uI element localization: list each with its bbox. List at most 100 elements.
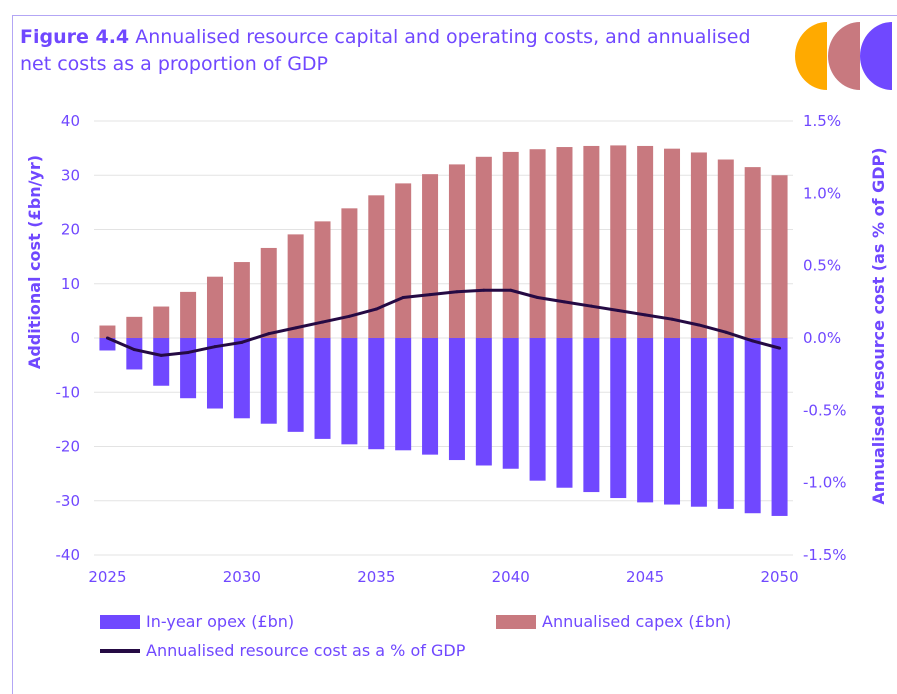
opex-bar-2035 <box>368 338 385 450</box>
gdp-share-point-2048 <box>724 330 728 334</box>
capex-bar-2028 <box>180 291 197 338</box>
capex-bar-2041 <box>529 149 546 338</box>
x-tick-label: 2050 <box>760 568 798 586</box>
capex-bar-2031 <box>260 247 277 338</box>
y2-tick-label: 1.5% <box>803 112 841 130</box>
gdp-share-point-2036 <box>401 295 405 299</box>
x-tick-label: 2025 <box>88 568 126 586</box>
legend-line: Annualised resource cost as a % of GDP <box>100 641 465 660</box>
legend-capex: Annualised capex (£bn) <box>496 612 731 631</box>
capex-bar-2046 <box>664 148 681 338</box>
y2-axis-label: Annualised resource cost (as % of GDP) <box>869 147 888 504</box>
x-tick-label: 2030 <box>223 568 261 586</box>
gdp-share-point-2049 <box>751 339 755 343</box>
opex-bar-2040 <box>502 338 519 469</box>
capex-bar-2037 <box>422 174 439 338</box>
figure-frame <box>12 15 897 694</box>
legend-swatch-opex <box>100 614 140 629</box>
opex-bar-2030 <box>233 338 250 419</box>
capex-bar-2034 <box>341 208 358 338</box>
y-tick-label: 30 <box>61 166 80 184</box>
figure-title-text: Annualised resource capital and operatin… <box>20 26 751 75</box>
gdp-share-point-2050 <box>778 346 782 350</box>
capex-bar-2048 <box>717 159 734 338</box>
legend-swatch-capex <box>496 614 536 629</box>
gdp-share-point-2042 <box>562 300 566 304</box>
gdp-share-point-2033 <box>321 320 325 324</box>
y2-tick-label: -1.0% <box>803 474 847 492</box>
capex-bar-2044 <box>610 145 627 338</box>
capex-bar-2049 <box>744 167 761 338</box>
gdp-share-point-2039 <box>482 288 486 292</box>
gdp-share-point-2047 <box>697 323 701 327</box>
gdp-share-point-2040 <box>509 288 513 292</box>
capex-bar-2042 <box>556 147 573 338</box>
opex-bar-2038 <box>448 338 465 461</box>
logo-half-circle-orange <box>795 22 827 90</box>
opex-bar-2050 <box>771 338 788 516</box>
y2-tick-label: 0.5% <box>803 257 841 275</box>
legend-swatch-line <box>100 648 140 653</box>
logo-half-circle-pink <box>828 22 860 90</box>
y-tick-label: -40 <box>56 546 81 564</box>
gdp-share-point-2044 <box>616 309 620 313</box>
gdp-share-point-2030 <box>240 340 244 344</box>
capex-bar-2033 <box>314 221 331 338</box>
opex-bar-2026 <box>126 338 143 370</box>
opex-bar-2039 <box>475 338 492 466</box>
legend-label-capex: Annualised capex (£bn) <box>542 612 732 631</box>
capex-bar-2036 <box>395 183 412 338</box>
capex-bar-2050 <box>771 175 788 338</box>
opex-bar-2032 <box>287 338 304 432</box>
gdp-share-point-2037 <box>428 293 432 297</box>
gdp-share-point-2026 <box>132 348 136 352</box>
gdp-share-point-2034 <box>347 314 351 318</box>
gdp-share-point-2043 <box>589 304 593 308</box>
y2-tick-label: -0.5% <box>803 401 847 419</box>
gdp-share-point-2029 <box>213 345 217 349</box>
capex-bar-2029 <box>206 276 223 338</box>
capex-bar-2030 <box>233 262 250 338</box>
y2-tick-label: -1.5% <box>803 546 847 564</box>
opex-bar-2034 <box>341 338 358 445</box>
gdp-share-point-2027 <box>159 353 163 357</box>
gdp-share-point-2032 <box>294 326 298 330</box>
capex-bar-2026 <box>126 316 143 338</box>
opex-bar-2043 <box>583 338 600 493</box>
opex-bar-2048 <box>717 338 734 509</box>
capex-bar-2040 <box>502 151 519 338</box>
figure-label: Figure 4.4 <box>20 26 130 48</box>
gdp-share-point-2045 <box>643 313 647 317</box>
y-tick-label: -20 <box>56 438 81 456</box>
opex-bar-2027 <box>153 338 170 386</box>
opex-bar-2041 <box>529 338 546 481</box>
opex-bar-2045 <box>637 338 654 503</box>
capex-bar-2027 <box>153 306 170 338</box>
opex-bar-2036 <box>395 338 412 451</box>
y2-tick-label: 1.0% <box>803 184 841 202</box>
gdp-share-point-2031 <box>267 332 271 336</box>
capex-bar-2032 <box>287 234 304 338</box>
capex-bar-2039 <box>475 156 492 338</box>
capex-bar-2035 <box>368 195 385 338</box>
gdp-share-point-2038 <box>455 290 459 294</box>
opex-bar-2033 <box>314 338 331 439</box>
figure-title: Figure 4.4 Annualised resource capital a… <box>20 24 760 78</box>
y-tick-label: 10 <box>61 275 80 293</box>
logo-half-circle-purple <box>860 22 892 90</box>
capex-bar-2025 <box>99 325 116 338</box>
opex-bar-2044 <box>610 338 627 499</box>
y2-tick-label: 0.0% <box>803 329 841 347</box>
y-axis-label: Additional cost (£bn/yr) <box>25 155 44 369</box>
y-tick-label: 0 <box>70 329 80 347</box>
gdp-share-point-2025 <box>105 336 109 340</box>
capex-bar-2043 <box>583 145 600 338</box>
x-tick-label: 2035 <box>357 568 395 586</box>
opex-bar-2029 <box>206 338 223 409</box>
legend-opex: In-year opex (£bn) <box>100 612 294 631</box>
opex-bar-2046 <box>664 338 681 505</box>
opex-bar-2047 <box>690 338 707 507</box>
capex-bar-2038 <box>448 164 465 338</box>
y-tick-label: 40 <box>61 112 80 130</box>
